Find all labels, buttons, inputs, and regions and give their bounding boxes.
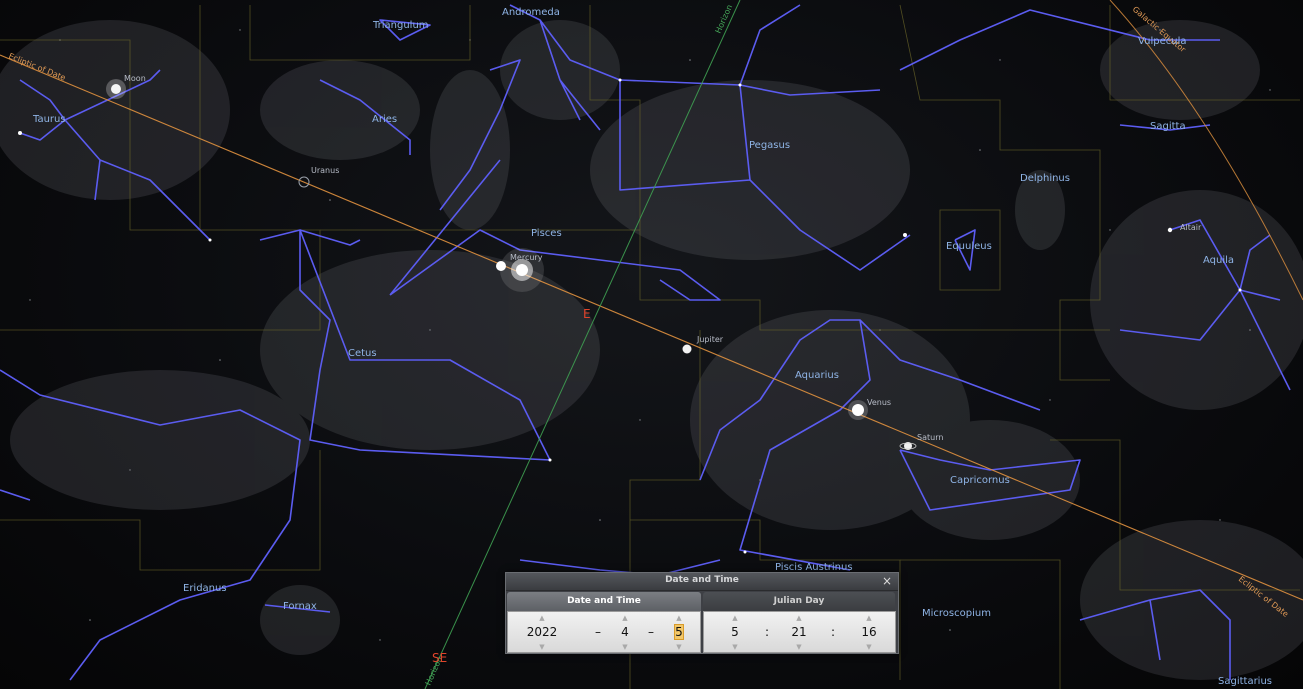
label-cetus: Cetus (348, 348, 377, 359)
uranus[interactable]: Uranus (298, 166, 339, 188)
constellation-lines (0, 4, 1291, 681)
month-up-arrow-icon[interactable]: ▲ (622, 614, 628, 622)
label-triangulum: Triangulum (372, 20, 429, 31)
year-up-arrow-icon[interactable]: ▲ (539, 614, 545, 622)
label-aquila: Aquila (1203, 255, 1234, 266)
date-time-dialog: Date and Time × Date and Time Julian Day… (505, 572, 899, 654)
day-value-text: 5 (674, 624, 684, 640)
year-down-arrow-icon[interactable]: ▼ (539, 643, 545, 651)
hour-spinbox[interactable]: ▲ 5 ▼ (722, 612, 748, 652)
saturn-label: Saturn (917, 433, 943, 442)
time-separator: : (764, 625, 770, 639)
date-separator: – (648, 625, 654, 639)
day-up-arrow-icon[interactable]: ▲ (676, 614, 682, 622)
close-icon[interactable]: × (881, 574, 893, 588)
date-panel: ▲ 2022 ▼ – ▲ 4 ▼ – ▲ 5 ▼ (507, 611, 701, 653)
tab-julian-day[interactable]: Julian Day (703, 592, 895, 611)
mercury-label: Mercury (510, 253, 543, 262)
month-spinbox[interactable]: ▲ 4 ▼ (612, 612, 638, 652)
date-separator: – (595, 625, 601, 639)
label-microscopium: Microscopium (922, 608, 991, 619)
label-taurus: Taurus (32, 114, 66, 125)
time-panel: ▲ 5 ▼ : ▲ 21 ▼ : ▲ 16 ▼ (703, 611, 896, 653)
constellation-boundaries (0, 4, 1300, 689)
dialog-title: Date and Time (665, 575, 739, 585)
label-eridanus: Eridanus (183, 583, 227, 594)
label-aries: Aries (372, 114, 397, 125)
constellation-labels: Triangulum Andromeda Taurus Aries Pegasu… (32, 7, 1272, 687)
constellation-art (0, 20, 1303, 680)
jupiter[interactable]: Jupiter (682, 335, 724, 354)
jupiter-label: Jupiter (696, 335, 724, 344)
dialog-titlebar[interactable]: Date and Time × (506, 573, 898, 591)
label-sagittarius: Sagittarius (1218, 676, 1272, 687)
cardinal-southeast: SE (432, 651, 447, 665)
time-separator: : (830, 625, 836, 639)
venus[interactable]: Venus (848, 398, 891, 420)
minute-up-arrow-icon[interactable]: ▲ (796, 614, 802, 622)
label-delphinus: Delphinus (1020, 173, 1070, 184)
second-up-arrow-icon[interactable]: ▲ (866, 614, 872, 622)
bright-stars (18, 78, 1242, 554)
year-value[interactable]: 2022 (526, 625, 558, 639)
second-spinbox[interactable]: ▲ 16 ▼ (856, 612, 882, 652)
mercury[interactable]: Mercury (496, 248, 544, 292)
tab-date-and-time[interactable]: Date and Time (507, 592, 701, 611)
minute-value[interactable]: 21 (791, 625, 807, 639)
label-aquarius: Aquarius (795, 370, 839, 381)
label-capricornus: Capricornus (950, 475, 1010, 486)
label-sagitta: Sagitta (1150, 121, 1186, 132)
label-vulpecula: Vulpecula (1138, 36, 1187, 47)
day-spinbox[interactable]: ▲ 5 ▼ (666, 612, 692, 652)
altair-label: Altair (1180, 223, 1202, 232)
minute-spinbox[interactable]: ▲ 21 ▼ (786, 612, 812, 652)
month-down-arrow-icon[interactable]: ▼ (622, 643, 628, 651)
label-piscis-austrinus: Piscis Austrinus (775, 562, 853, 573)
second-value[interactable]: 16 (861, 625, 877, 639)
label-andromeda: Andromeda (502, 7, 560, 18)
year-spinbox[interactable]: ▲ 2022 ▼ (524, 612, 560, 652)
second-down-arrow-icon[interactable]: ▼ (866, 643, 872, 651)
hour-up-arrow-icon[interactable]: ▲ (732, 614, 738, 622)
hour-down-arrow-icon[interactable]: ▼ (732, 643, 738, 651)
label-pisces: Pisces (531, 228, 562, 239)
cardinal-east: E (583, 307, 591, 321)
label-pegasus: Pegasus (749, 140, 790, 151)
day-value[interactable]: 5 (666, 624, 692, 640)
moon-label: Moon (124, 74, 146, 83)
saturn[interactable]: Saturn (899, 433, 943, 450)
label-fornax: Fornax (283, 601, 317, 612)
day-down-arrow-icon[interactable]: ▼ (676, 643, 682, 651)
month-value[interactable]: 4 (621, 625, 629, 639)
hour-value[interactable]: 5 (731, 625, 739, 639)
moon[interactable]: Moon (106, 74, 146, 99)
minute-down-arrow-icon[interactable]: ▼ (796, 643, 802, 651)
label-equuleus: Equuleus (946, 241, 992, 252)
venus-label: Venus (867, 398, 891, 407)
uranus-label: Uranus (311, 166, 339, 175)
